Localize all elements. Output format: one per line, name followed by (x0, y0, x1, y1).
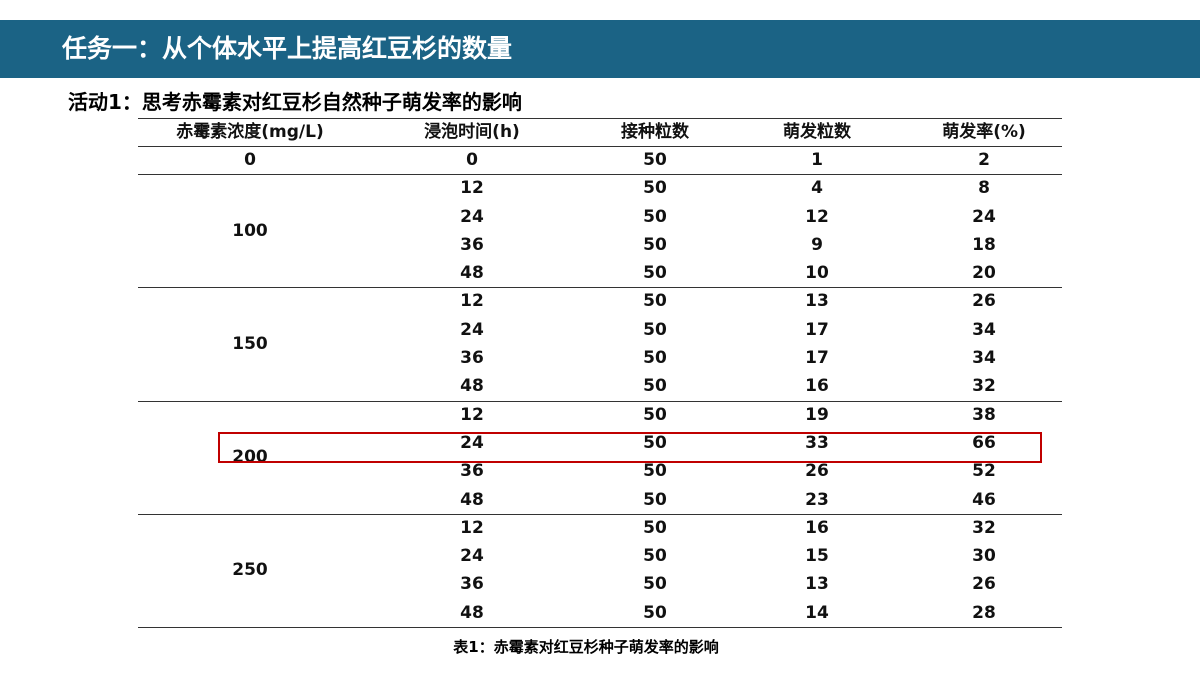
title: 任务一：从个体水平上提高红豆杉的数量 (62, 34, 513, 63)
table-rule (138, 627, 1062, 628)
table-cell: 17 (805, 319, 829, 340)
table-rule (138, 401, 1062, 402)
table-cell: 50 (643, 376, 667, 397)
table-cell: 15 (805, 546, 829, 567)
table-cell: 17 (805, 348, 829, 369)
table-cell: 48 (460, 489, 484, 510)
concentration-cell: 250 (232, 560, 268, 581)
table-cell: 50 (643, 291, 667, 312)
table-cell: 50 (643, 178, 667, 199)
table-cell: 26 (805, 461, 829, 482)
table-rule (138, 118, 1062, 119)
table-cell: 24 (972, 206, 996, 227)
table-cell: 14 (805, 602, 829, 623)
table-cell: 19 (805, 404, 829, 425)
table-cell: 12 (805, 206, 829, 227)
table-cell: 34 (972, 348, 996, 369)
table-cell: 24 (460, 206, 484, 227)
table-rule (138, 287, 1062, 288)
table-cell: 46 (972, 489, 996, 510)
table-cell: 36 (460, 461, 484, 482)
column-header: 萌发粒数 (783, 122, 851, 142)
concentration-cell: 0 (244, 150, 256, 171)
column-header: 萌发率(%) (942, 122, 1026, 142)
table-cell: 0 (466, 150, 478, 170)
table-cell: 32 (972, 517, 996, 538)
table-cell: 12 (460, 404, 484, 425)
table-cell: 12 (460, 291, 484, 312)
table-cell: 4 (811, 178, 823, 199)
table-rule (138, 174, 1062, 175)
table-cell: 50 (643, 234, 667, 255)
table-cell: 50 (643, 263, 667, 284)
table-cell: 36 (460, 234, 484, 255)
table-cell: 50 (643, 489, 667, 510)
table-cell: 50 (643, 150, 667, 170)
table-cell: 66 (972, 432, 996, 453)
table-cell: 50 (643, 348, 667, 369)
table-cell: 8 (978, 178, 990, 199)
table-cell: 50 (643, 319, 667, 340)
table-cell: 28 (972, 602, 996, 623)
table-cell: 50 (643, 461, 667, 482)
table-cell: 20 (972, 263, 996, 284)
highlight-box (218, 432, 1042, 463)
table-rule (138, 146, 1062, 147)
table-cell: 36 (460, 348, 484, 369)
table-cell: 1 (811, 150, 823, 170)
banner (0, 20, 1200, 78)
table-cell: 50 (643, 404, 667, 425)
table-cell: 13 (805, 291, 829, 312)
table-caption: 表1：赤霉素对红豆杉种子萌发率的影响 (453, 638, 719, 656)
table-cell: 50 (643, 574, 667, 595)
table-cell: 33 (805, 432, 829, 453)
table-cell: 26 (972, 291, 996, 312)
table-cell: 23 (805, 489, 829, 510)
subtitle: 活动1：思考赤霉素对红豆杉自然种子萌发率的影响 (68, 90, 522, 114)
concentration-cell: 150 (232, 334, 268, 355)
table-cell: 50 (643, 602, 667, 623)
table-cell: 16 (805, 517, 829, 538)
table-cell: 38 (972, 404, 996, 425)
table-cell: 24 (460, 546, 484, 567)
concentration-cell: 100 (232, 220, 268, 241)
table-cell: 16 (805, 376, 829, 397)
column-header: 浸泡时间(h) (424, 122, 520, 142)
table-cell: 48 (460, 376, 484, 397)
column-header: 接种粒数 (621, 122, 689, 142)
table-cell: 9 (811, 234, 823, 255)
column-header: 赤霉素浓度(mg/L) (176, 122, 324, 142)
table-cell: 52 (972, 461, 996, 482)
table-cell: 48 (460, 263, 484, 284)
table-cell: 24 (460, 432, 484, 453)
table-cell: 36 (460, 574, 484, 595)
table-cell: 32 (972, 376, 996, 397)
table-cell: 50 (643, 206, 667, 227)
table-cell: 12 (460, 178, 484, 199)
table-cell: 26 (972, 574, 996, 595)
table-cell: 13 (805, 574, 829, 595)
table-cell: 50 (643, 546, 667, 567)
table-cell: 30 (972, 546, 996, 567)
table-cell: 48 (460, 602, 484, 623)
table-cell: 50 (643, 432, 667, 453)
table-cell: 10 (805, 263, 829, 284)
table-cell: 34 (972, 319, 996, 340)
table-rule (138, 514, 1062, 515)
table-cell: 18 (972, 234, 996, 255)
table-cell: 24 (460, 319, 484, 340)
table-cell: 12 (460, 517, 484, 538)
table-cell: 50 (643, 517, 667, 538)
table-cell: 2 (978, 150, 990, 170)
